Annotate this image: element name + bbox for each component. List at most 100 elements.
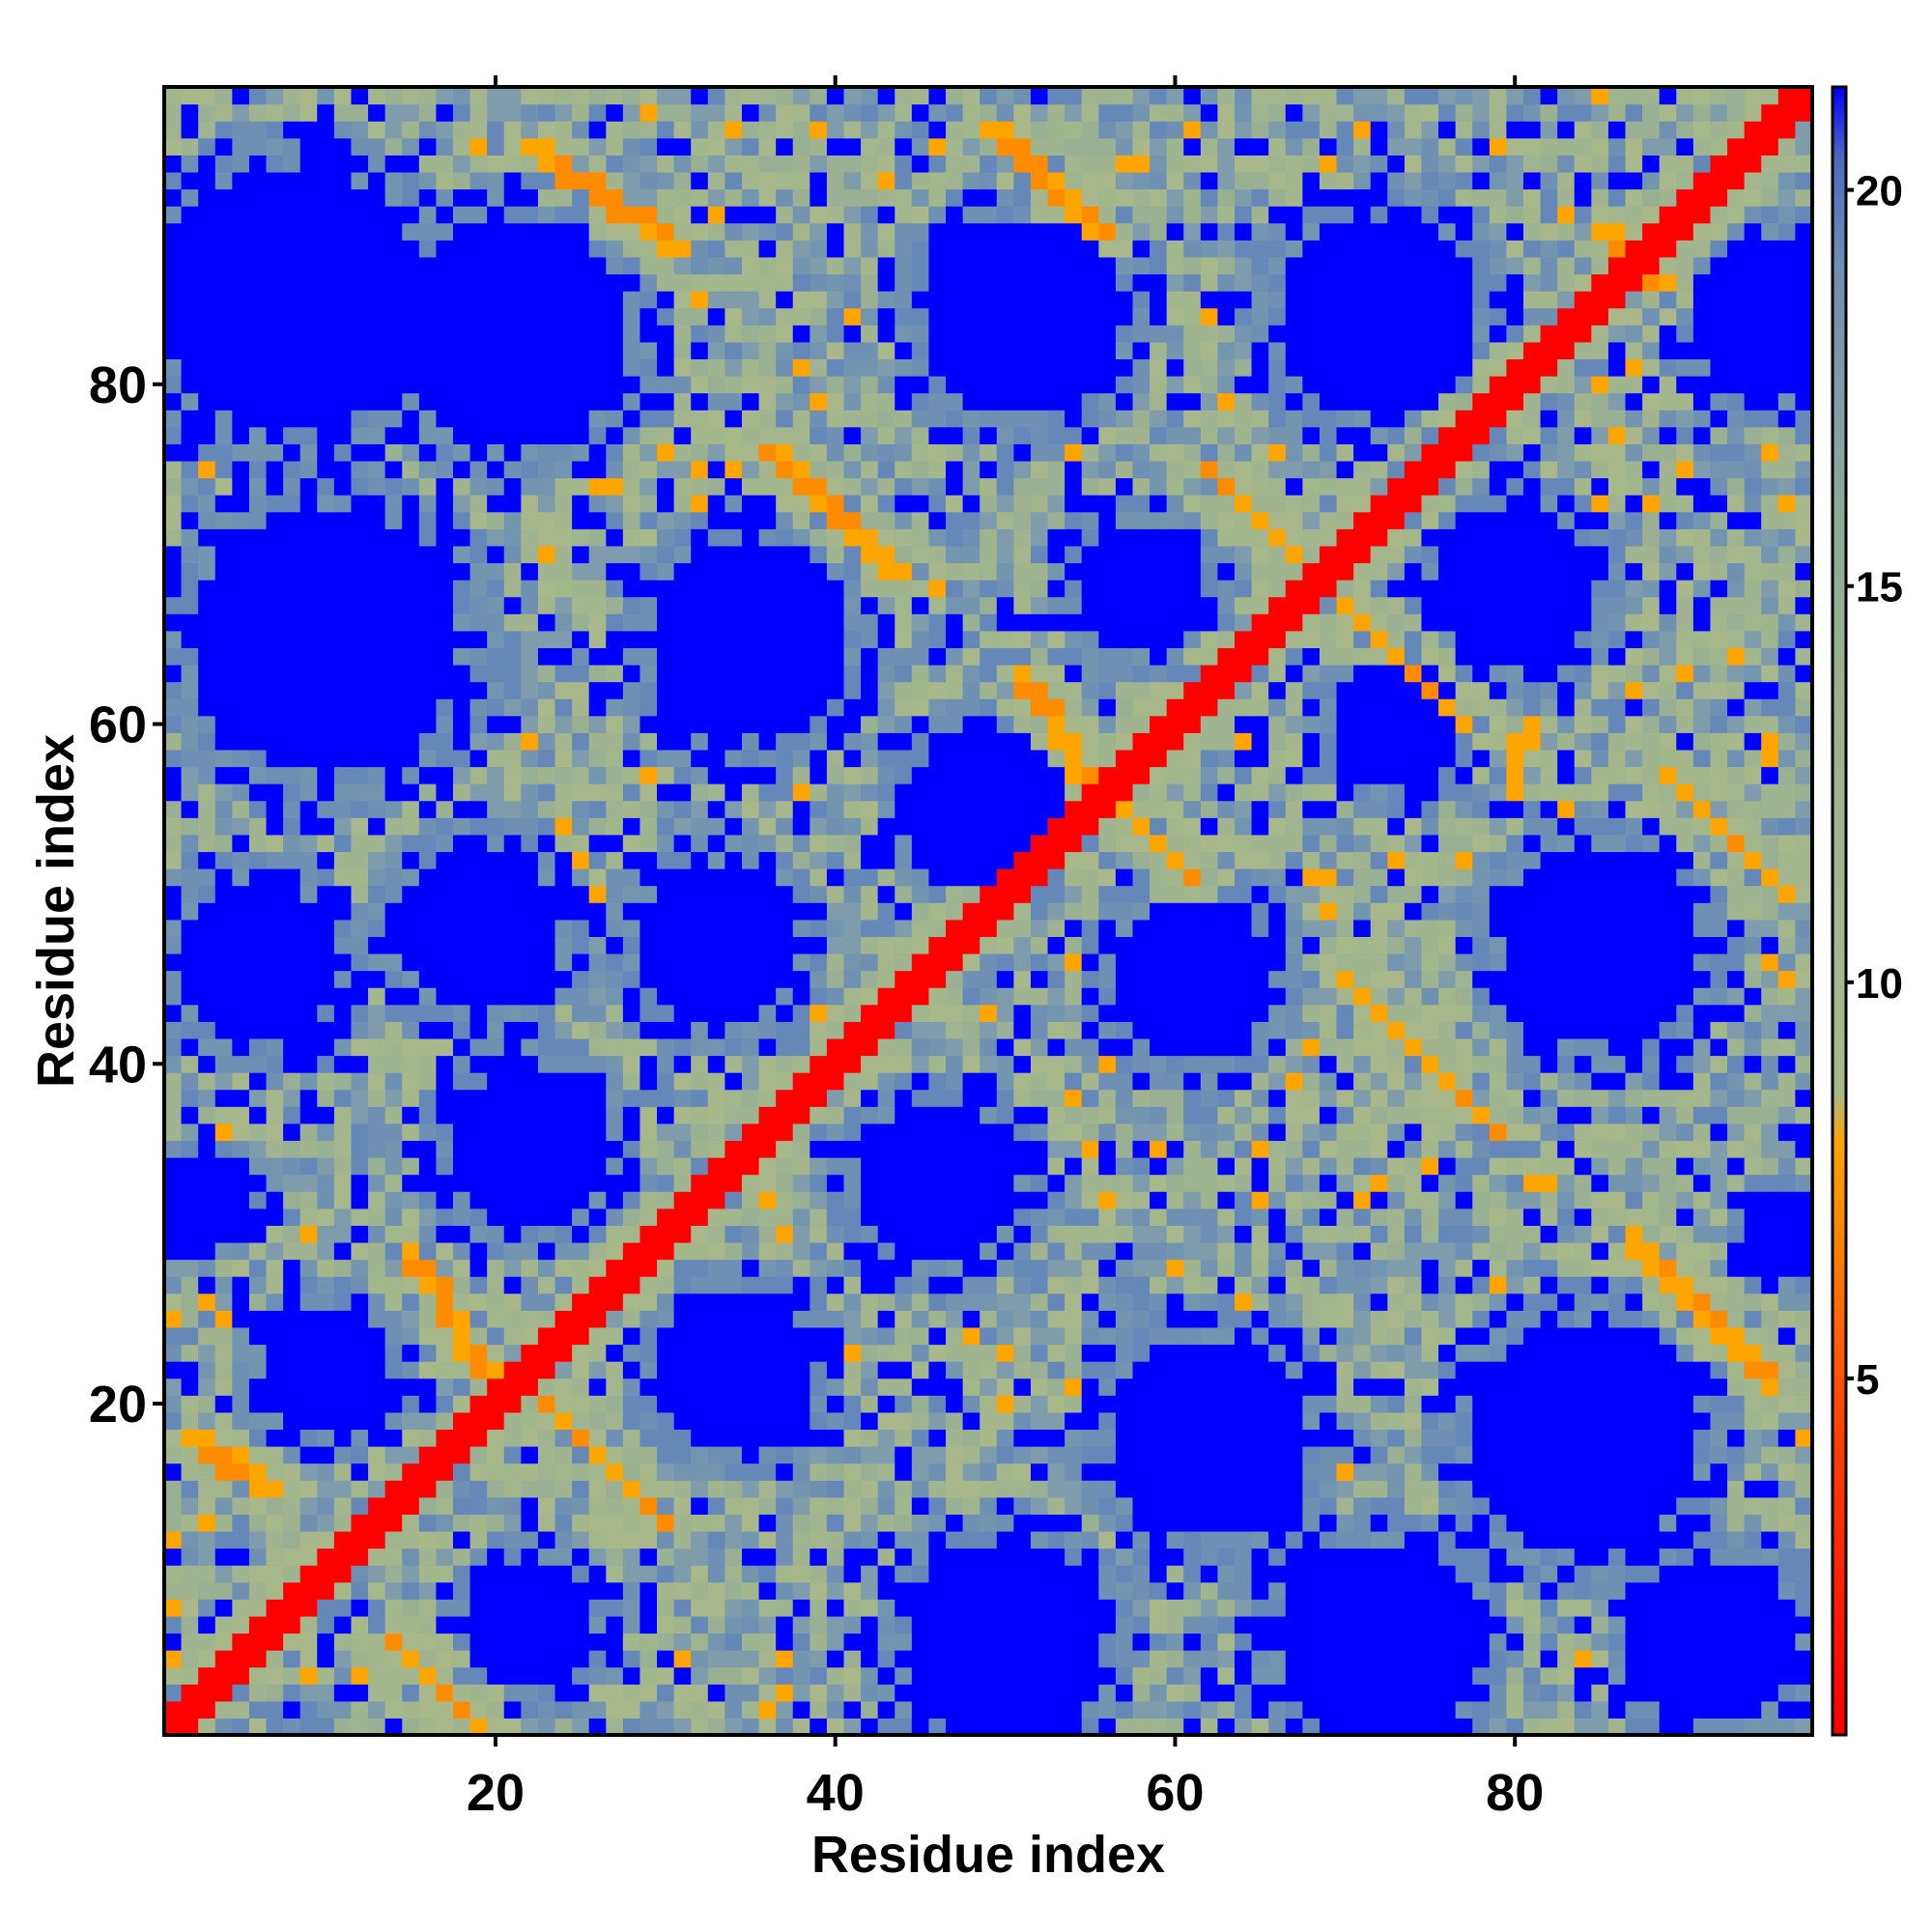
heatmap-cell bbox=[843, 495, 862, 513]
heatmap-cell bbox=[826, 155, 845, 173]
heatmap-cell bbox=[418, 613, 437, 632]
heatmap-cell bbox=[198, 1225, 216, 1243]
heatmap-cell bbox=[877, 1514, 895, 1532]
heatmap-cell bbox=[1030, 1140, 1049, 1158]
heatmap-cell bbox=[232, 1429, 250, 1447]
heatmap-cell bbox=[402, 1446, 420, 1464]
heatmap-cell bbox=[436, 681, 454, 699]
heatmap-cell bbox=[266, 783, 284, 802]
heatmap-cell bbox=[503, 206, 522, 224]
heatmap-cell bbox=[384, 171, 403, 190]
heatmap-cell bbox=[588, 1072, 607, 1091]
heatmap-cell bbox=[741, 698, 760, 717]
heatmap-cell bbox=[537, 851, 556, 869]
heatmap-cell bbox=[792, 766, 810, 784]
heatmap-cell bbox=[588, 392, 607, 411]
heatmap-cell bbox=[384, 375, 403, 394]
heatmap-cell bbox=[469, 1174, 488, 1192]
heatmap-cell bbox=[877, 851, 895, 869]
heatmap-cell bbox=[436, 103, 454, 122]
heatmap-cell bbox=[487, 1293, 505, 1311]
heatmap-cell bbox=[639, 137, 658, 156]
heatmap-cell bbox=[877, 307, 895, 326]
heatmap-cell bbox=[503, 1378, 522, 1396]
heatmap-cell bbox=[826, 902, 845, 921]
heatmap-cell bbox=[333, 1037, 353, 1057]
heatmap-cell bbox=[980, 1004, 998, 1022]
heatmap-cell bbox=[792, 1530, 810, 1549]
heatmap-cell bbox=[232, 222, 250, 241]
heatmap-cell bbox=[741, 834, 760, 853]
heatmap-cell bbox=[164, 800, 183, 818]
heatmap-cell bbox=[792, 1344, 810, 1362]
heatmap-cell bbox=[537, 477, 556, 496]
heatmap-cell bbox=[299, 206, 318, 224]
heatmap-cell bbox=[606, 188, 624, 207]
heatmap-cell bbox=[673, 341, 692, 359]
heatmap-cell bbox=[537, 325, 556, 343]
heatmap-cell bbox=[418, 1055, 437, 1073]
heatmap-cell bbox=[198, 1548, 216, 1566]
heatmap-cell bbox=[707, 460, 725, 479]
heatmap-cell bbox=[996, 273, 1014, 292]
heatmap-cell bbox=[792, 1361, 810, 1379]
heatmap-cell bbox=[572, 273, 590, 292]
heatmap-cell bbox=[181, 1276, 199, 1294]
heatmap-cell bbox=[622, 137, 641, 156]
heatmap-cell bbox=[283, 1106, 301, 1124]
heatmap-cell bbox=[877, 681, 895, 699]
heatmap-cell bbox=[673, 206, 692, 224]
heatmap-cell bbox=[333, 834, 353, 853]
heatmap-cell bbox=[776, 1429, 794, 1447]
heatmap-cell bbox=[996, 1225, 1014, 1243]
heatmap-cell bbox=[384, 1666, 403, 1685]
heatmap-cell bbox=[639, 1718, 658, 1736]
heatmap-cell bbox=[181, 1310, 199, 1328]
heatmap-cell bbox=[181, 1581, 199, 1600]
heatmap-cell bbox=[521, 936, 539, 954]
heatmap-cell bbox=[606, 664, 624, 683]
heatmap-cell bbox=[283, 1411, 301, 1431]
heatmap-cell bbox=[418, 1225, 437, 1243]
heatmap-cell bbox=[877, 1446, 895, 1464]
heatmap-cell bbox=[877, 1072, 895, 1091]
heatmap-cell bbox=[554, 919, 573, 937]
heatmap-cell bbox=[503, 1293, 522, 1311]
heatmap-cell bbox=[861, 834, 879, 853]
heatmap-cell bbox=[283, 1378, 301, 1396]
heatmap-cell bbox=[691, 103, 709, 122]
heatmap-cell bbox=[639, 87, 658, 105]
heatmap-cell bbox=[980, 188, 998, 207]
heatmap-cell bbox=[299, 1004, 318, 1022]
heatmap-cell bbox=[503, 1650, 522, 1668]
heatmap-cell bbox=[962, 545, 980, 564]
heatmap-cell bbox=[554, 1700, 573, 1719]
heatmap-cell bbox=[861, 1684, 879, 1702]
heatmap-cell bbox=[946, 1089, 964, 1107]
heatmap-cell bbox=[792, 256, 810, 275]
heatmap-cell bbox=[1013, 240, 1032, 258]
heatmap-cell bbox=[299, 375, 318, 394]
heatmap-cell bbox=[452, 1037, 471, 1057]
heatmap-cell bbox=[707, 410, 725, 428]
heatmap-cell bbox=[996, 1089, 1014, 1107]
heatmap-cell bbox=[487, 1140, 505, 1158]
heatmap-cell bbox=[266, 647, 284, 666]
heatmap-cell bbox=[826, 443, 845, 462]
heatmap-cell bbox=[164, 1037, 183, 1057]
heatmap-cell bbox=[503, 443, 522, 462]
heatmap-cell bbox=[861, 749, 879, 768]
heatmap-cell bbox=[962, 291, 980, 309]
heatmap-cell bbox=[758, 1429, 777, 1447]
heatmap-cell bbox=[164, 1021, 183, 1039]
heatmap-cell bbox=[724, 1650, 743, 1668]
heatmap-cell bbox=[266, 834, 284, 853]
heatmap-cell bbox=[928, 1581, 947, 1600]
heatmap-cell bbox=[861, 596, 879, 614]
heatmap-cell bbox=[895, 919, 913, 937]
heatmap-cell bbox=[657, 1361, 675, 1379]
heatmap-cell bbox=[333, 1208, 353, 1226]
heatmap-cell bbox=[792, 1004, 810, 1022]
heatmap-cell bbox=[469, 1446, 488, 1464]
heatmap-cell bbox=[503, 664, 522, 683]
